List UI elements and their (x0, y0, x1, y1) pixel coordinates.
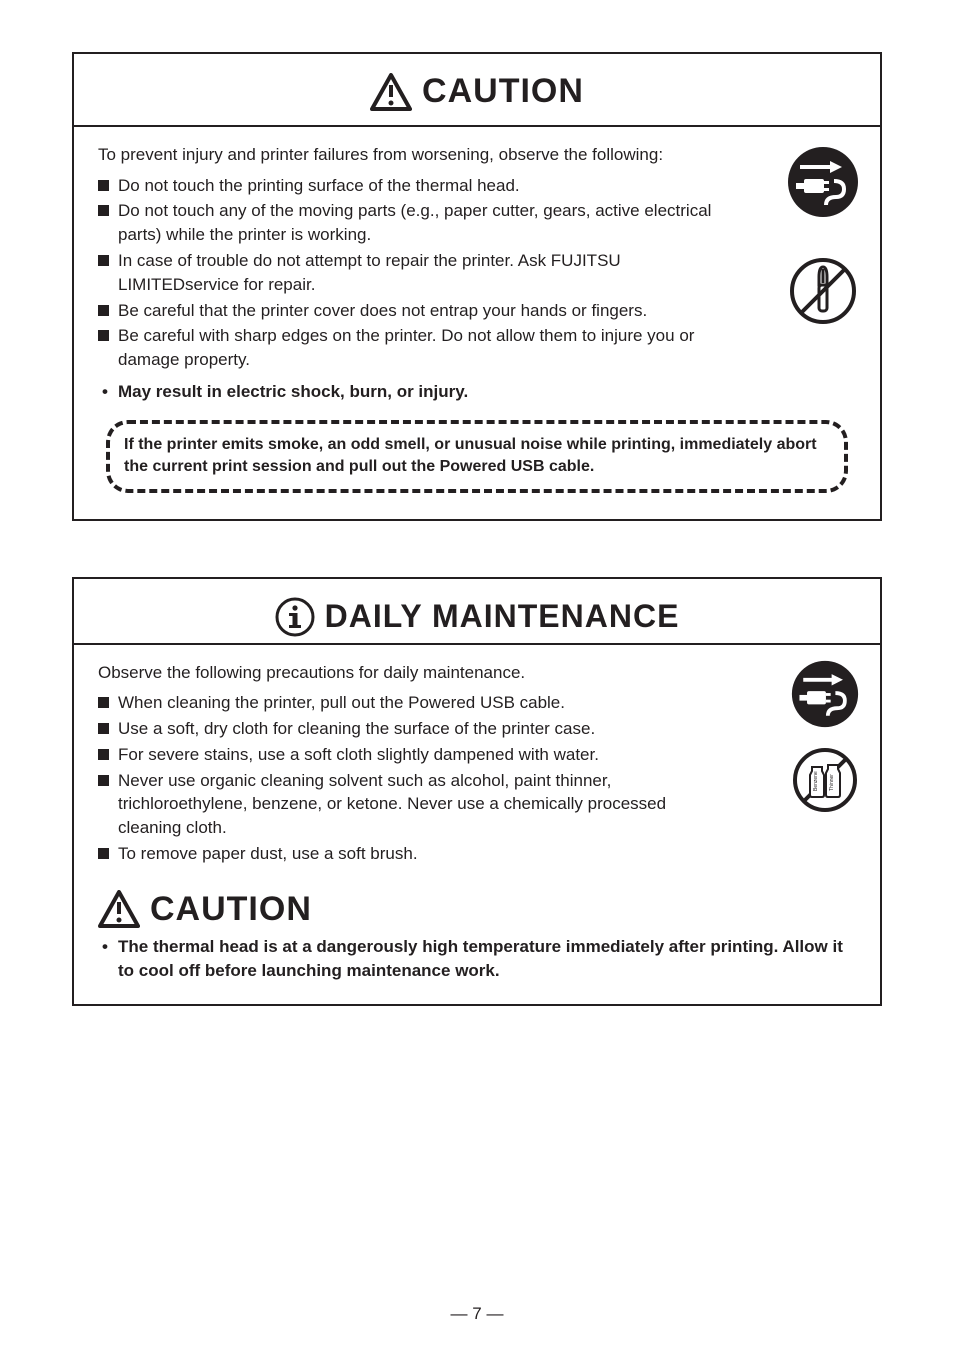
sub-caution-header: CAUTION (98, 890, 856, 929)
no-disassemble-icon (789, 257, 857, 325)
caution-list: Do not touch the printing surface of the… (98, 174, 856, 372)
page-number: — 7 — (0, 1304, 954, 1324)
maintenance-panel: DAILY MAINTENANCE Observe the following … (72, 577, 882, 1007)
warning-triangle-icon (98, 890, 140, 928)
list-item: Be careful with sharp edges on the print… (98, 324, 718, 372)
unplug-icon (786, 145, 860, 219)
list-item: Do not touch the printing surface of the… (98, 174, 718, 198)
maintenance-header: DAILY MAINTENANCE (74, 579, 880, 643)
smoke-warning-box: If the printer emits smoke, an odd smell… (106, 420, 848, 493)
list-item: To remove paper dust, use a soft brush. (98, 842, 718, 866)
list-item: Do not touch any of the moving parts (e.… (98, 199, 718, 247)
caution-side-icons (786, 145, 860, 325)
caution-header: CAUTION (74, 54, 880, 127)
sub-caution-title: CAUTION (150, 890, 312, 929)
solvent-label: Benzene (813, 771, 819, 791)
caution-body: To prevent injury and printer failures f… (74, 127, 880, 519)
smoke-warning-text: If the printer emits smoke, an odd smell… (124, 434, 830, 479)
warning-triangle-icon (370, 73, 412, 111)
caution-intro: To prevent injury and printer failures f… (98, 143, 856, 168)
maintenance-intro: Observe the following precautions for da… (98, 661, 856, 686)
list-item: In case of trouble do not attempt to rep… (98, 249, 718, 297)
maintenance-title: DAILY MAINTENANCE (325, 598, 680, 635)
unplug-icon (790, 659, 860, 729)
solvent-label: Thinner (829, 773, 835, 790)
caution-panel: CAUTION To prevent injury and printer fa… (72, 52, 882, 521)
list-item: Be careful that the printer cover does n… (98, 299, 718, 323)
maintenance-body: Observe the following precautions for da… (74, 645, 880, 1005)
maintenance-side-icons: Benzene Thinner (790, 659, 860, 813)
caution-result: May result in electric shock, burn, or i… (98, 380, 856, 404)
info-icon (275, 597, 315, 637)
list-item: Never use organic cleaning solvent such … (98, 769, 718, 840)
list-item: Use a soft, dry cloth for cleaning the s… (98, 717, 718, 741)
list-item: When cleaning the printer, pull out the … (98, 691, 718, 715)
caution-title: CAUTION (422, 72, 584, 111)
no-solvent-icon: Benzene Thinner (792, 747, 858, 813)
list-item: For severe stains, use a soft cloth slig… (98, 743, 718, 767)
sub-caution-text: The thermal head is at a dangerously hig… (98, 935, 856, 983)
maintenance-list: When cleaning the printer, pull out the … (98, 691, 856, 866)
